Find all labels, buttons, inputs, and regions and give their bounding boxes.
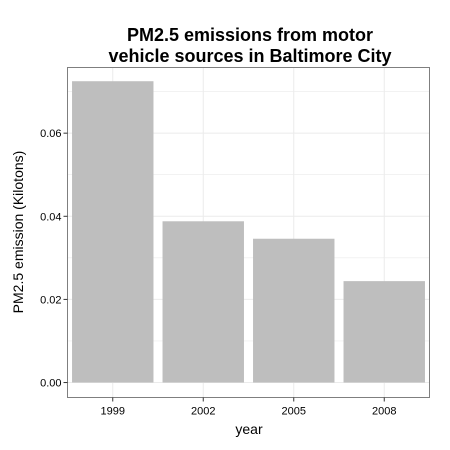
chart-title-line-1: PM2.5 emissions from motor — [127, 25, 373, 45]
x-axis-label: year — [235, 421, 263, 437]
bar-2002 — [162, 221, 244, 383]
y-tick-label: 0.04 — [40, 211, 61, 223]
y-tick-label: 0.02 — [40, 294, 61, 306]
plot-panel-border — [67, 67, 430, 398]
bar-2008 — [343, 281, 425, 383]
y-tick-label: 0.06 — [40, 128, 61, 140]
y-tick-label: 0.00 — [40, 378, 61, 390]
chart-title-line-2: vehicle sources in Baltimore City — [108, 46, 391, 66]
y-axis-label: PM2.5 emission (Kilotons) — [10, 151, 26, 314]
x-tick-label: 2002 — [191, 406, 215, 418]
bars — [72, 81, 425, 383]
x-tick-label: 1999 — [101, 406, 125, 418]
x-tick-label: 2008 — [372, 406, 396, 418]
bar-1999 — [72, 81, 154, 383]
y-axis-ticks: 0.00 0.02 0.04 0.06 — [40, 128, 68, 390]
x-axis-ticks: 1999 2002 2005 2008 — [101, 397, 396, 418]
bar-2005 — [253, 238, 335, 383]
x-tick-label: 2005 — [282, 406, 306, 418]
